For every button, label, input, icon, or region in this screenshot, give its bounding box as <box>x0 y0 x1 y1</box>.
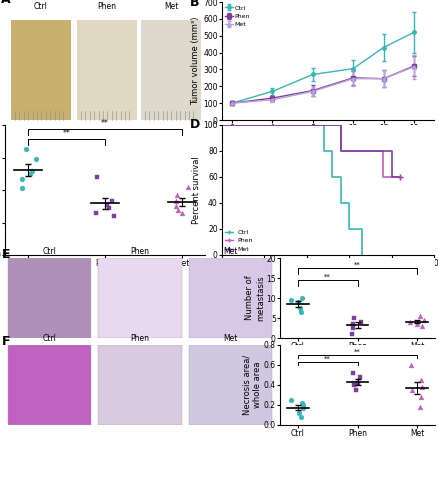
Y-axis label: Necrosis area/
whole area: Necrosis area/ whole area <box>243 355 262 415</box>
Point <box>354 379 361 387</box>
Text: Met: Met <box>164 2 178 12</box>
Point <box>299 399 306 407</box>
Point <box>349 324 356 332</box>
Point <box>110 212 117 220</box>
Text: A: A <box>1 0 11 6</box>
Point <box>173 202 180 210</box>
Point <box>298 294 305 302</box>
Text: Met: Met <box>223 334 238 342</box>
Point <box>294 298 301 306</box>
Point <box>348 330 355 338</box>
Bar <box>98 345 182 425</box>
Bar <box>189 258 272 338</box>
Bar <box>11 20 71 120</box>
Text: **: ** <box>101 120 109 128</box>
Point <box>418 322 425 330</box>
Point <box>417 312 424 320</box>
Point <box>93 173 100 181</box>
Text: B: B <box>190 0 200 9</box>
Y-axis label: Tumor volume (mm³): Tumor volume (mm³) <box>191 16 201 106</box>
Point <box>408 386 415 394</box>
Point <box>108 198 115 205</box>
Point <box>356 373 363 381</box>
Text: Phen: Phen <box>131 246 149 256</box>
Y-axis label: Number of
metastasis: Number of metastasis <box>245 275 265 321</box>
Point <box>351 381 358 389</box>
Point <box>350 314 357 322</box>
Point <box>106 204 113 212</box>
Text: **: ** <box>354 262 361 268</box>
Point <box>92 209 99 217</box>
Point <box>33 155 40 163</box>
X-axis label: Days: Days <box>318 136 339 145</box>
Point <box>352 386 359 394</box>
Point <box>296 409 303 417</box>
Point <box>103 200 110 208</box>
Point <box>296 304 303 312</box>
Point <box>417 403 424 411</box>
Bar <box>189 345 272 425</box>
Point <box>300 404 307 412</box>
Point <box>419 383 426 391</box>
Point <box>407 361 414 369</box>
Point <box>298 308 305 316</box>
Point <box>29 166 36 174</box>
Point <box>358 318 365 326</box>
Text: Phen: Phen <box>98 2 117 12</box>
Text: E: E <box>2 248 11 262</box>
Text: F: F <box>2 336 11 348</box>
Text: Ctrl: Ctrl <box>42 334 57 342</box>
Bar <box>77 20 137 120</box>
Point <box>414 320 421 328</box>
Point <box>297 413 304 421</box>
Text: **: ** <box>324 356 331 362</box>
Point <box>300 401 307 409</box>
Point <box>179 209 186 217</box>
Point <box>420 316 427 324</box>
Point <box>18 184 25 192</box>
Y-axis label: Percent survival: Percent survival <box>191 156 201 224</box>
Point <box>406 318 413 326</box>
Legend: Ctrl, Phen, Met: Ctrl, Phen, Met <box>225 230 253 252</box>
Text: **: ** <box>324 274 331 280</box>
Point <box>418 393 425 401</box>
Point <box>350 320 357 328</box>
Bar <box>141 20 201 120</box>
Text: Ctrl: Ctrl <box>34 2 48 12</box>
Text: Met: Met <box>223 246 238 256</box>
Text: **: ** <box>354 348 361 354</box>
Point <box>26 170 33 178</box>
Bar <box>8 258 92 338</box>
Point <box>418 376 425 384</box>
Point <box>173 191 180 199</box>
Point <box>185 182 192 190</box>
Bar <box>98 258 182 338</box>
Point <box>287 296 294 304</box>
Point <box>18 174 25 182</box>
Bar <box>8 345 92 425</box>
Point <box>350 369 357 377</box>
Text: Phen: Phen <box>131 334 149 342</box>
Point <box>22 146 29 154</box>
X-axis label: Days: Days <box>318 271 339 280</box>
Point <box>175 206 182 214</box>
Legend: Ctrl, Phen, Met: Ctrl, Phen, Met <box>225 5 250 28</box>
Point <box>288 396 295 404</box>
Point <box>173 198 180 205</box>
Text: **: ** <box>63 129 71 138</box>
Text: D: D <box>190 118 201 132</box>
Text: Ctrl: Ctrl <box>42 246 57 256</box>
